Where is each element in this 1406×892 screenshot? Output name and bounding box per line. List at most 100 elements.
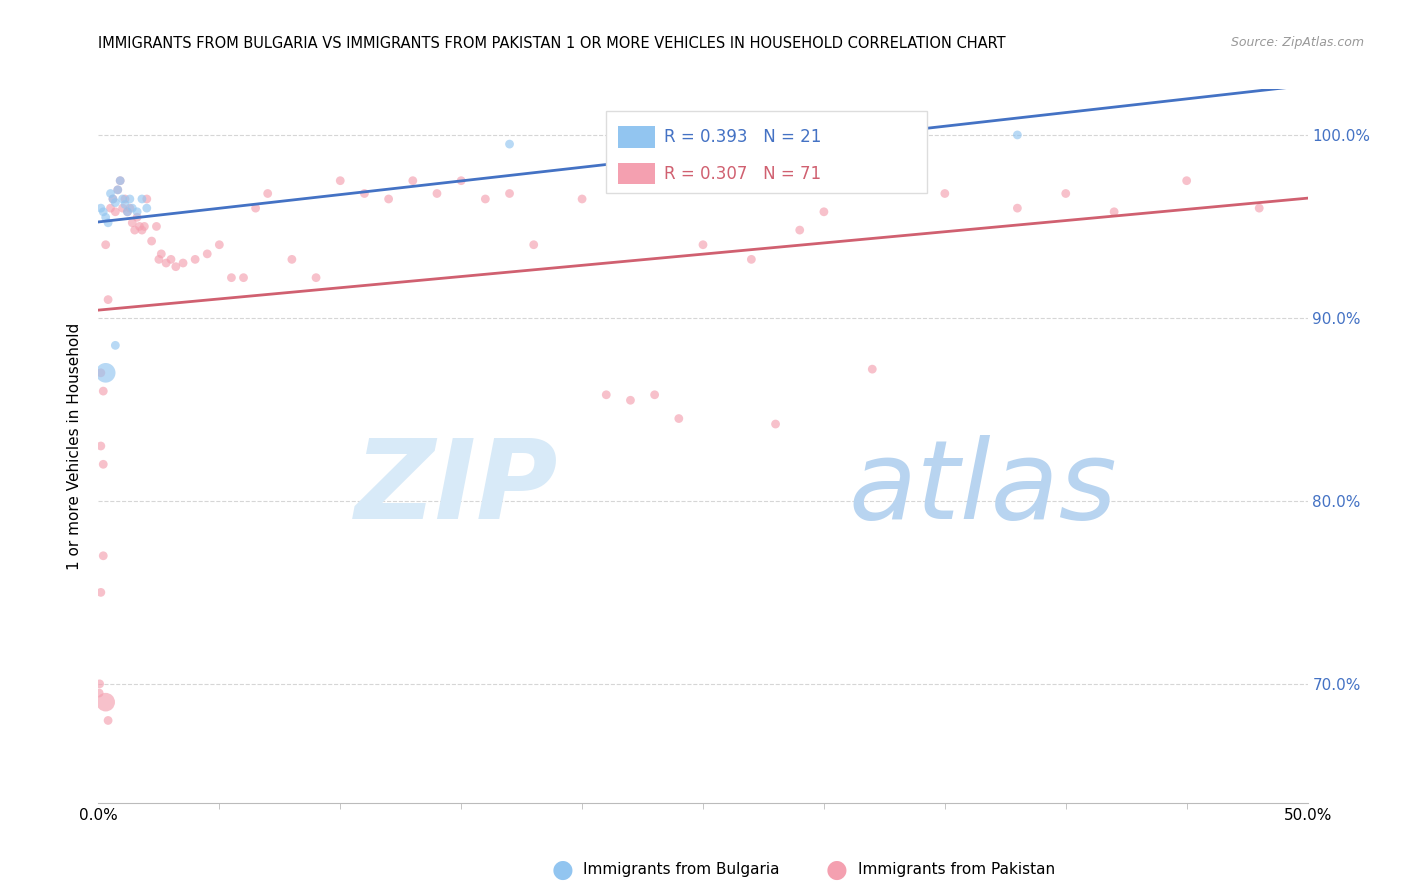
FancyBboxPatch shape [606, 111, 927, 193]
Point [1249, 201, 1271, 215]
Point [89, 686, 111, 700]
Point [1102, 204, 1125, 219]
Point [114, 192, 136, 206]
Point [377, 192, 399, 206]
Point [813, 204, 835, 219]
Point [89, 677, 111, 691]
Point [141, 234, 163, 248]
Text: R = 0.307   N = 71: R = 0.307 N = 71 [664, 165, 821, 183]
Point [90, 366, 112, 380]
Point [160, 252, 183, 267]
Text: ZIP: ZIP [354, 435, 558, 542]
Point [94, 237, 117, 252]
Point [104, 195, 127, 210]
Y-axis label: 1 or more Vehicles in Household: 1 or more Vehicles in Household [67, 322, 83, 570]
Point [195, 247, 218, 261]
Point [91, 458, 114, 472]
Point [118, 201, 141, 215]
Point [94, 211, 117, 225]
Point [934, 186, 956, 201]
Point [127, 211, 149, 225]
Point [155, 256, 177, 270]
Point [97, 216, 120, 230]
Point [117, 204, 139, 219]
FancyBboxPatch shape [619, 126, 655, 147]
Point [571, 192, 593, 206]
Point [100, 186, 122, 201]
Point [114, 197, 136, 211]
Point [281, 252, 304, 267]
Point [135, 192, 157, 206]
Point [111, 192, 134, 206]
Point [789, 223, 811, 237]
Point [97, 714, 120, 728]
Point [108, 174, 131, 188]
Point [111, 201, 134, 215]
Point [150, 247, 173, 261]
Point [523, 237, 546, 252]
Point [118, 192, 141, 206]
Point [184, 252, 207, 267]
Point [619, 393, 641, 408]
Point [1007, 201, 1029, 215]
Point [91, 204, 114, 219]
Point [128, 219, 150, 234]
Point [474, 192, 496, 206]
FancyBboxPatch shape [619, 163, 655, 185]
Text: atlas: atlas [848, 435, 1116, 542]
Point [145, 219, 167, 234]
Point [108, 174, 131, 188]
Point [121, 216, 143, 230]
Point [402, 174, 425, 188]
Point [765, 417, 787, 431]
Point [90, 585, 112, 599]
Point [148, 252, 170, 267]
Text: Immigrants from Bulgaria: Immigrants from Bulgaria [583, 863, 780, 877]
Point [134, 219, 156, 234]
Text: Immigrants from Pakistan: Immigrants from Pakistan [858, 863, 1054, 877]
Point [498, 137, 520, 152]
Point [127, 204, 149, 219]
Point [245, 201, 267, 215]
Point [860, 362, 883, 376]
Point [450, 174, 472, 188]
Text: ●: ● [825, 858, 848, 881]
Point [1007, 128, 1029, 142]
Point [90, 201, 112, 215]
Point [131, 223, 153, 237]
Point [595, 388, 617, 402]
Point [353, 186, 375, 201]
Point [221, 270, 243, 285]
Point [101, 192, 124, 206]
Point [232, 270, 254, 285]
Text: ●: ● [551, 858, 574, 881]
Point [101, 192, 124, 206]
Point [208, 237, 231, 252]
Point [1054, 186, 1077, 201]
Point [94, 366, 117, 380]
Point [668, 411, 690, 425]
Text: IMMIGRANTS FROM BULGARIA VS IMMIGRANTS FROM PAKISTAN 1 OR MORE VEHICLES IN HOUSE: IMMIGRANTS FROM BULGARIA VS IMMIGRANTS F… [98, 36, 1007, 51]
Point [104, 338, 127, 352]
Point [256, 186, 278, 201]
Point [124, 223, 146, 237]
Point [644, 388, 666, 402]
Point [107, 183, 129, 197]
Point [100, 201, 122, 215]
Point [329, 174, 352, 188]
Point [172, 256, 194, 270]
Point [91, 384, 114, 398]
Point [740, 252, 762, 267]
Text: R = 0.393   N = 21: R = 0.393 N = 21 [664, 128, 821, 145]
Point [1175, 174, 1198, 188]
Point [107, 183, 129, 197]
Point [90, 439, 112, 453]
Point [131, 192, 153, 206]
Point [104, 204, 127, 219]
Text: Source: ZipAtlas.com: Source: ZipAtlas.com [1230, 36, 1364, 49]
Point [117, 204, 139, 219]
Point [498, 186, 520, 201]
Point [426, 186, 449, 201]
Point [135, 201, 157, 215]
Point [692, 237, 714, 252]
